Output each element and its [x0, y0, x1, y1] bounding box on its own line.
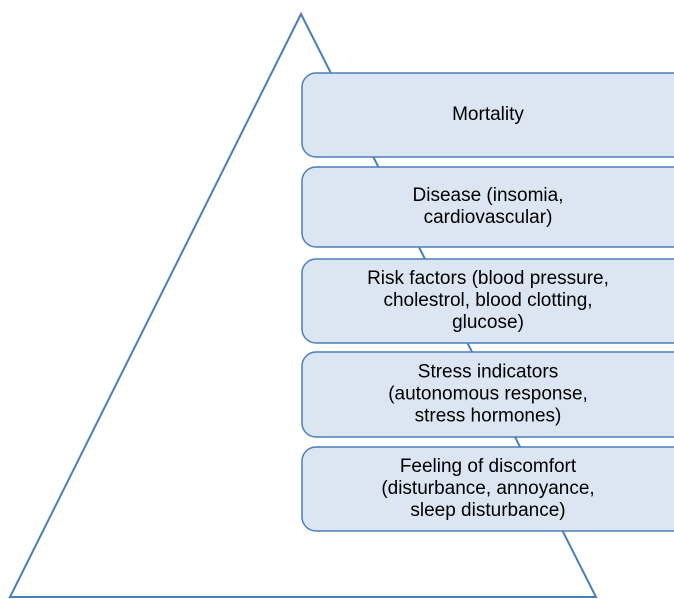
level-label: (disturbance, annoyance,: [381, 478, 594, 499]
level-label: glucose): [452, 312, 524, 333]
level-box: Stress indicators(autonomous response,st…: [301, 351, 674, 438]
level-label: Disease (insomia,: [413, 185, 564, 206]
level-box-shape: [301, 446, 674, 532]
level-label: (autonomous response,: [388, 384, 588, 405]
level-box: Disease (insomia,cardiovascular): [301, 166, 674, 248]
level-label: cholestrol, blood clotting,: [383, 290, 592, 311]
level-box: Feeling of discomfort(disturbance, annoy…: [301, 446, 674, 532]
level-label: cardiovascular): [424, 207, 553, 228]
level-label: Risk factors (blood pressure,: [367, 268, 609, 289]
level-label: Stress indicators: [418, 362, 558, 383]
level-box-shape: [301, 72, 674, 158]
level-box: Mortality: [301, 72, 674, 158]
level-box-shape: [301, 166, 674, 248]
level-box-shape: [301, 351, 674, 438]
level-label: Feeling of discomfort: [400, 456, 577, 477]
levels: Mortality Disease (insomia,cardiovascular…: [301, 72, 674, 532]
level-label: stress hormones): [415, 406, 562, 427]
level-box-shape: [301, 258, 674, 344]
level-box: Risk factors (blood pressure,cholestrol,…: [301, 258, 674, 344]
level-label: Mortality: [452, 104, 524, 125]
level-label: sleep disturbance): [410, 500, 565, 521]
